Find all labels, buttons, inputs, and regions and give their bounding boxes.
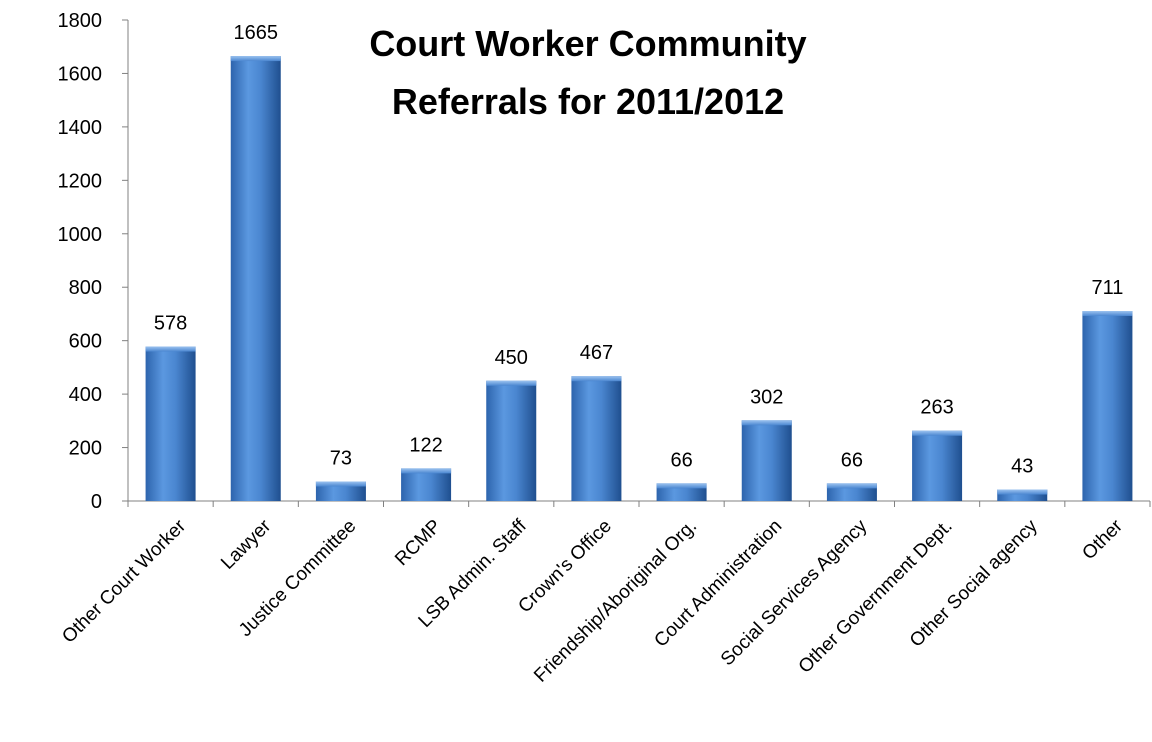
- data-label: 263: [920, 397, 953, 419]
- bar-cap: [656, 483, 707, 489]
- bar: [486, 380, 537, 501]
- bar-cap: [997, 489, 1048, 495]
- bar-cap: [826, 483, 877, 489]
- bar-cap: [912, 430, 963, 436]
- y-tick-label: 800: [69, 277, 102, 299]
- bar: [230, 56, 281, 501]
- bar: [1082, 311, 1133, 501]
- bar-body: [230, 56, 281, 501]
- bar: [741, 420, 792, 501]
- bar-cap: [741, 420, 792, 426]
- bar: [401, 468, 452, 501]
- bar-cap: [315, 481, 366, 487]
- bar: [997, 489, 1048, 501]
- data-label: 66: [841, 449, 863, 471]
- bars: [145, 56, 1133, 501]
- bar-cap: [486, 380, 537, 386]
- y-tick-label: 1800: [58, 10, 103, 32]
- data-label: 1665: [234, 22, 279, 44]
- bar-cap: [571, 376, 622, 382]
- bar-body: [145, 346, 196, 501]
- category-label: RCMP: [391, 516, 445, 570]
- y-tick-label: 1000: [58, 224, 103, 246]
- data-label: 122: [409, 434, 442, 456]
- y-tick-label: 200: [69, 438, 102, 460]
- data-label: 711: [1091, 277, 1123, 299]
- bar: [912, 430, 963, 501]
- bar-cap: [230, 56, 281, 62]
- chart-title: Court Worker Community Referrals for 201…: [369, 23, 806, 122]
- y-tick-label: 0: [91, 491, 102, 513]
- x-axis: [127, 500, 1151, 507]
- y-tick-label: 600: [69, 331, 102, 353]
- data-labels: 578 1665 73 122 450 467 66 302 66 263 43 711: [154, 22, 1123, 477]
- data-label: 467: [580, 342, 613, 364]
- bar-cap: [401, 468, 452, 474]
- bar-body: [1082, 311, 1133, 501]
- data-label: 73: [330, 447, 352, 469]
- bar-body: [486, 380, 537, 501]
- data-label: 578: [154, 313, 187, 335]
- bar-cap: [145, 346, 196, 352]
- y-tick-label: 400: [69, 384, 102, 406]
- bar: [571, 376, 622, 501]
- bar-cap: [1082, 311, 1133, 317]
- category-label: Other: [1078, 515, 1127, 564]
- bar-body: [997, 489, 1048, 501]
- bar: [656, 483, 707, 501]
- bar: [315, 481, 366, 501]
- bar-body: [571, 376, 622, 501]
- bar: [826, 483, 877, 501]
- bar-body: [912, 430, 963, 501]
- data-label: 43: [1011, 456, 1033, 478]
- y-tick-label: 1200: [58, 170, 103, 192]
- category-label: Other Court Worker: [58, 515, 190, 647]
- bar: [145, 346, 196, 501]
- y-tick-label: 1600: [58, 63, 103, 85]
- category-label: Friendship/Aboriginal Org.: [530, 516, 701, 687]
- y-axis: 0 200 400 600 800 1000 1200 1400 1600 1800: [58, 10, 129, 513]
- bar-body: [741, 420, 792, 501]
- y-tick-label: 1400: [58, 117, 103, 139]
- data-label: 66: [670, 449, 692, 471]
- chart-title-line-1: Court Worker Community: [369, 23, 806, 64]
- category-label: Lawyer: [217, 515, 276, 574]
- data-label: 302: [750, 386, 783, 408]
- category-label: Other Government Dept.: [795, 516, 957, 678]
- data-label: 450: [495, 347, 528, 369]
- chart-title-line-2: Referrals for 2011/2012: [392, 81, 784, 122]
- category-label: Social Services Agency: [717, 515, 872, 670]
- bar-body: [401, 468, 452, 501]
